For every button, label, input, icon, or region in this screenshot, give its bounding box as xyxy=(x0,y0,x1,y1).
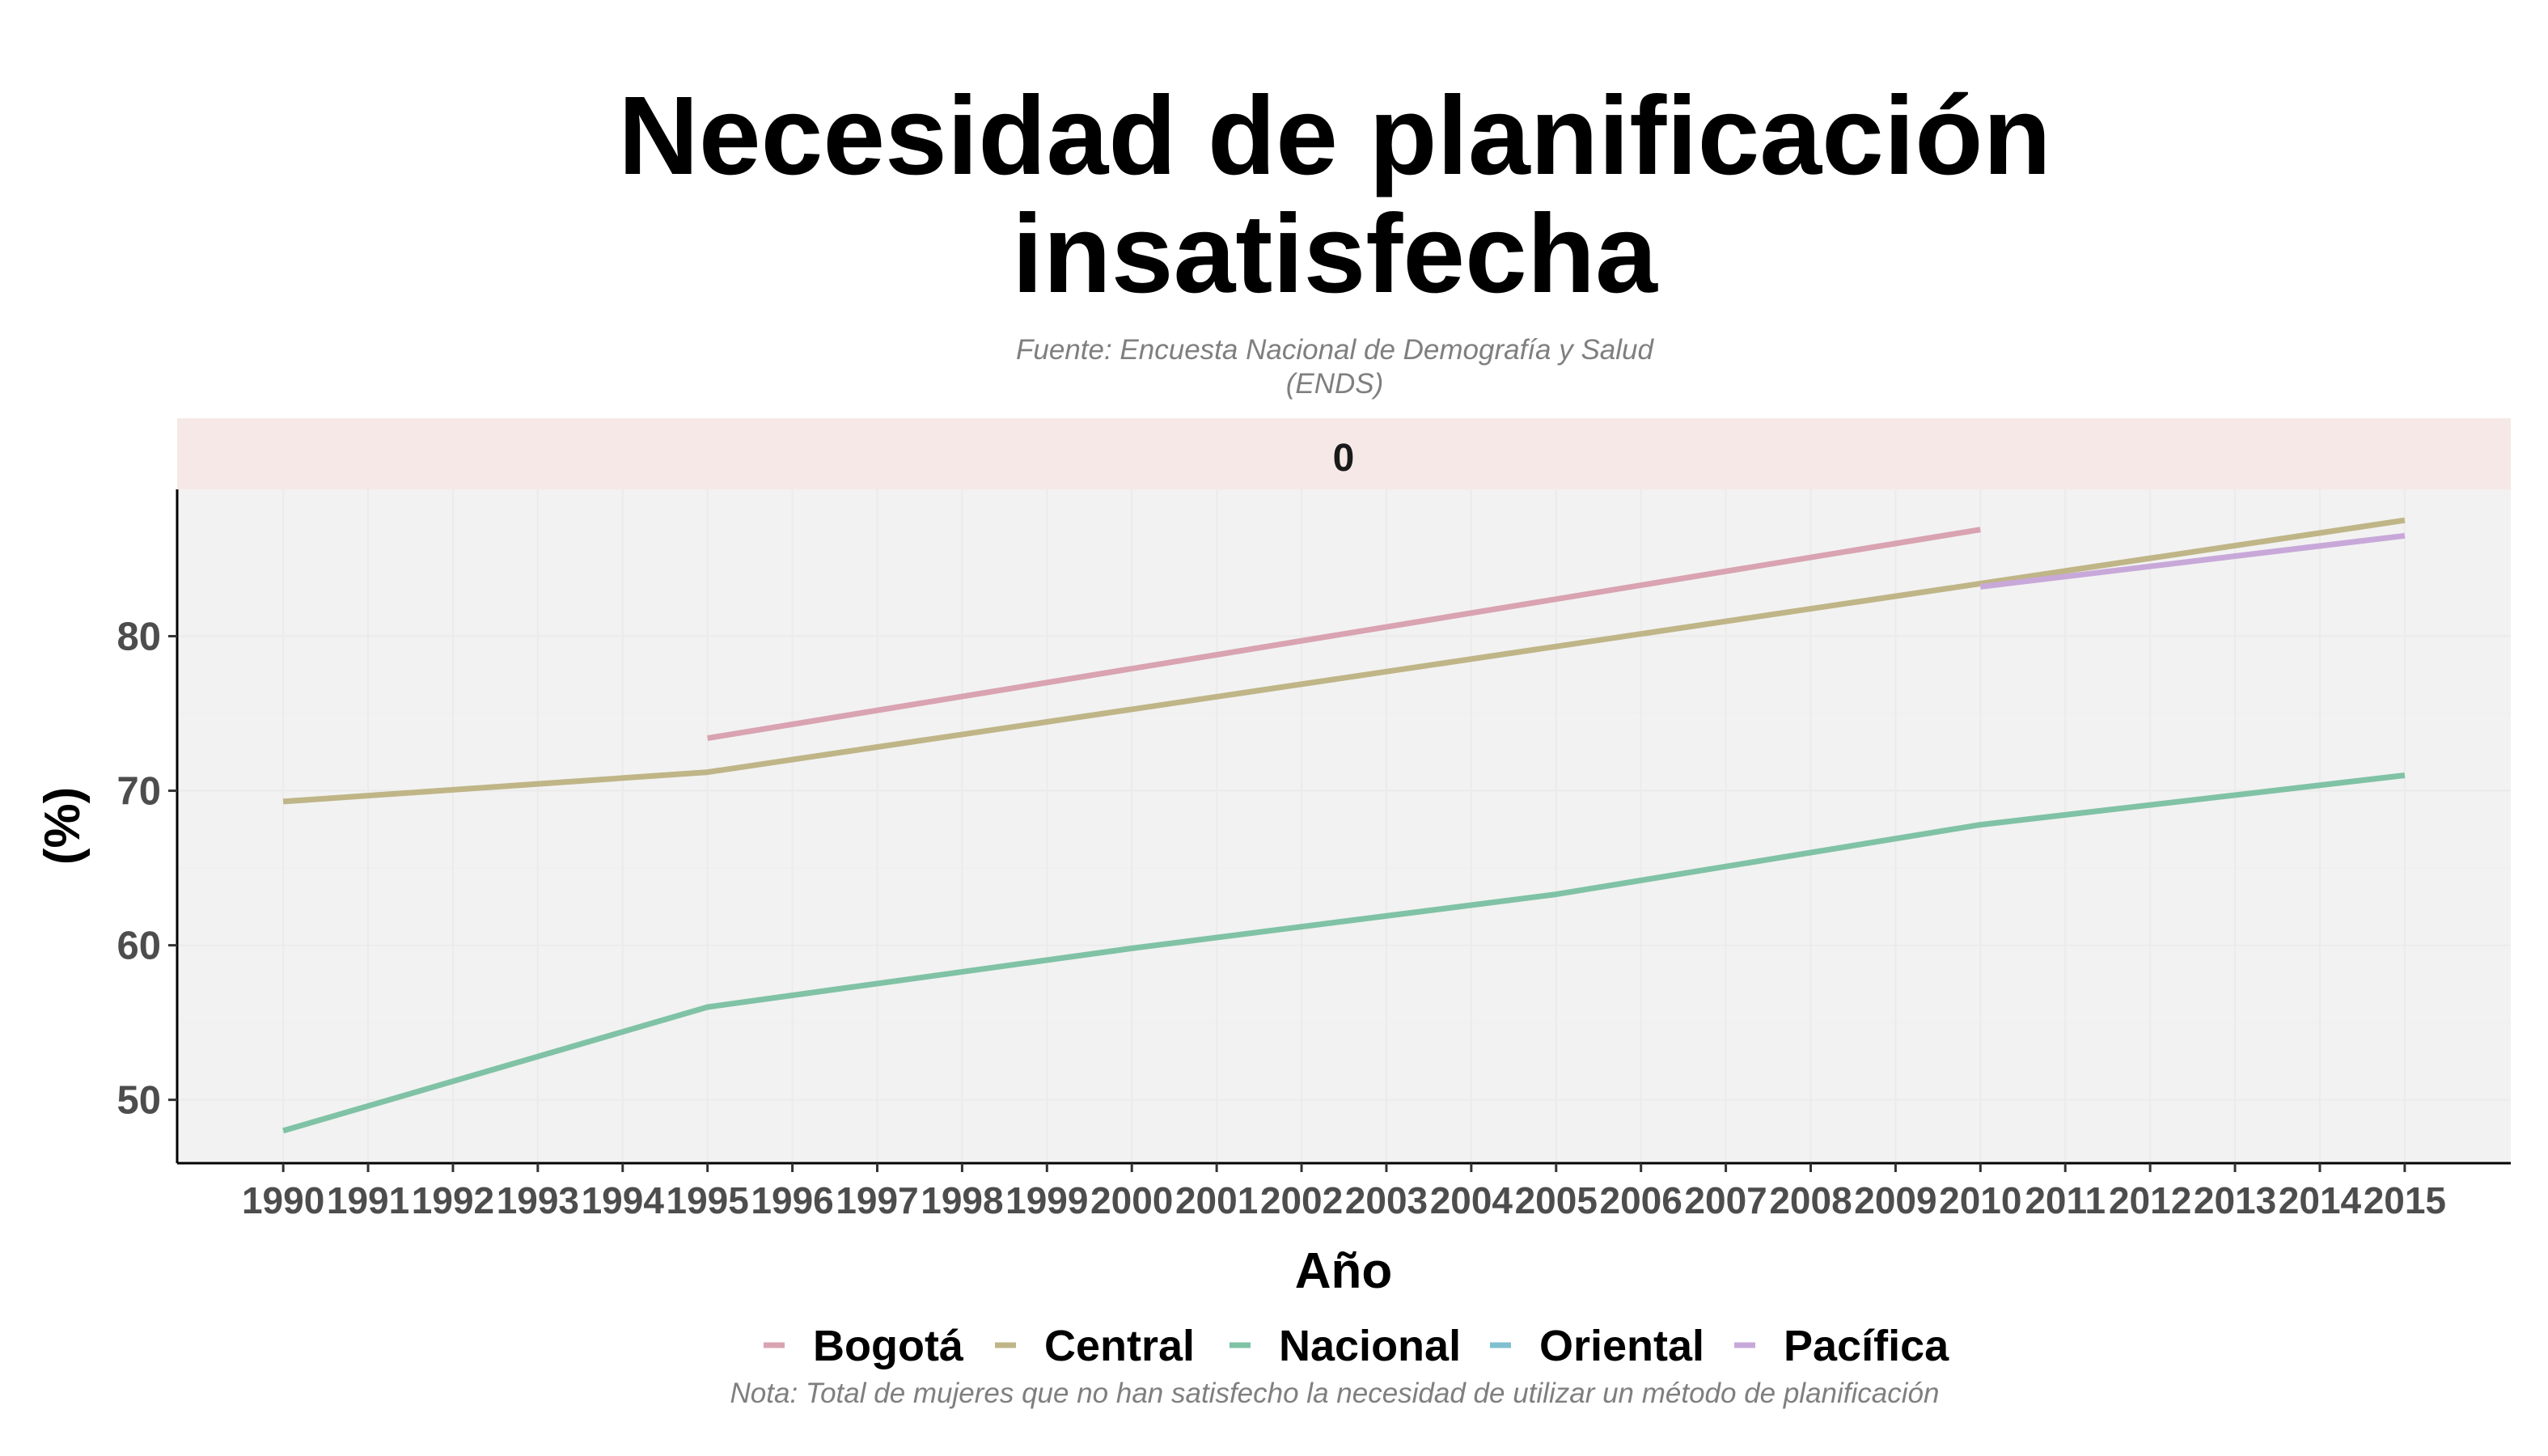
chart-subtitle: Fuente: Encuesta Nacional de Demografía … xyxy=(0,333,2548,401)
x-tick-label: 2006 xyxy=(1600,1179,1682,1221)
x-tick-label: 2001 xyxy=(1175,1179,1258,1221)
series-line-central xyxy=(282,517,2406,805)
chart-subtitle-line-1: Fuente: Encuesta Nacional de Demografía … xyxy=(1016,334,1653,366)
legend-label-pacífica: Pacífica xyxy=(1784,1322,1949,1370)
x-tick-label: 2007 xyxy=(1684,1179,1767,1221)
x-tick-label: 2000 xyxy=(1090,1179,1173,1221)
x-tick-label: 1998 xyxy=(921,1179,1003,1221)
y-tick-label: 80 xyxy=(116,616,161,659)
chart-caption: Nota: Total de mujeres que no han satisf… xyxy=(730,1378,1940,1409)
x-tick-label: 1995 xyxy=(667,1179,749,1221)
x-tick-label: 2009 xyxy=(1854,1179,1936,1221)
chart-title-line-1: Necesidad de planificación xyxy=(618,74,2051,198)
series-line-nacional xyxy=(282,772,2406,1134)
y-tick-label: 60 xyxy=(116,925,161,968)
series-line-bogotá xyxy=(707,527,1981,742)
legend-label-bogotá: Bogotá xyxy=(813,1322,964,1370)
x-tick-label: 1999 xyxy=(1005,1179,1088,1221)
x-axis-ticks: 1990 1991 1992 1993 1994 1995 1996 1997 1998 1999… xyxy=(242,1163,2446,1221)
facet-strip xyxy=(177,418,2511,489)
x-tick-label: 2005 xyxy=(1515,1179,1598,1221)
series-line-pacífica xyxy=(1979,532,2406,590)
x-tick-label: 1997 xyxy=(836,1179,918,1221)
legend-label-nacional: Nacional xyxy=(1279,1322,1461,1370)
legend-label-oriental: Oriental xyxy=(1539,1322,1704,1370)
series-lines xyxy=(282,517,2406,1134)
x-tick-label: 2014 xyxy=(2279,1179,2362,1221)
chart-subtitle-line-2: (ENDS) xyxy=(1285,368,1384,400)
x-axis-title: Año xyxy=(1295,1243,1393,1299)
legend: Bogotá Central Nacional Oriental Pacífica xyxy=(764,1322,1949,1370)
x-tick-label: 2004 xyxy=(1430,1179,1513,1221)
x-tick-label: 1992 xyxy=(412,1179,494,1221)
x-tick-label: 1996 xyxy=(751,1179,833,1221)
x-tick-label: 2013 xyxy=(2194,1179,2276,1221)
facet-strip-label: 0 xyxy=(1333,437,1355,480)
y-tick-label: 70 xyxy=(116,770,161,814)
x-tick-label: 1990 xyxy=(242,1179,324,1221)
x-tick-label: 2015 xyxy=(2364,1179,2446,1221)
chart-title-line-2: insatisfecha xyxy=(1012,192,1657,316)
x-tick-label: 2008 xyxy=(1769,1179,1852,1221)
chart-title: Necesidad de planificación insatisfecha xyxy=(0,77,2548,313)
y-axis-title: (%) xyxy=(35,787,91,865)
x-tick-label: 1994 xyxy=(582,1179,665,1221)
x-tick-label: 1993 xyxy=(497,1179,579,1221)
y-axis-ticks: 50 60 70 80 xyxy=(116,616,177,1123)
x-tick-label: 2002 xyxy=(1260,1179,1343,1221)
x-tick-label: 2011 xyxy=(2025,1179,2106,1221)
legend-label-central: Central xyxy=(1044,1322,1195,1370)
x-tick-label: 1991 xyxy=(327,1179,409,1221)
x-tick-label: 2012 xyxy=(2109,1179,2191,1221)
x-tick-label: 2003 xyxy=(1345,1179,1428,1221)
x-tick-label: 2010 xyxy=(1939,1179,2021,1221)
y-tick-label: 50 xyxy=(116,1079,161,1123)
